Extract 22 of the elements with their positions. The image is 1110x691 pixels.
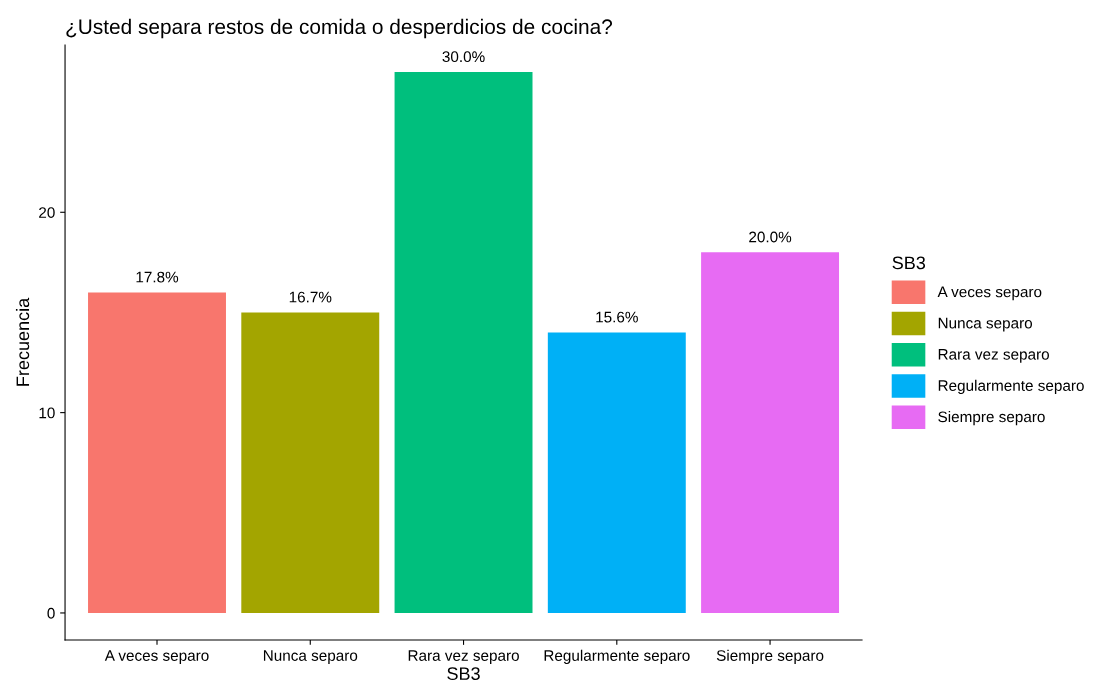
y-axis-title: Frecuencia [15,297,30,386]
annotation: 20.0% [749,231,792,243]
x-axis-title: SB3 [447,667,480,680]
x-tick-label: Nunca separo [263,650,358,664]
legend-label: Rara vez separo [938,349,1049,363]
y-tick-label: 10 [39,407,55,419]
legend-label: Nunca separo [938,317,1033,332]
x-tick-label: Rara vez separo [408,650,519,664]
legend-label: Regularmente separo [938,379,1084,394]
annotation: 30.0% [442,51,485,63]
x-tick-label: Siempre separo [716,649,824,664]
legend-label: Siempre separo [938,411,1045,426]
y-tick-label: 20 [39,207,55,218]
legend-label: A veces separo [937,286,1042,301]
annotation: 17.8% [136,271,179,283]
annotation: 15.6% [596,311,638,323]
annotation: 16.7% [289,291,332,303]
legend-title: SB3 [892,256,926,270]
x-tick-label: Regularmente separo [544,649,690,664]
chart-title: ¿Usted separa restos de comida o desperdicios de cocina? [66,18,613,39]
x-tick-label: A veces separo [104,650,209,664]
y-tick-label: 0 [47,607,55,619]
